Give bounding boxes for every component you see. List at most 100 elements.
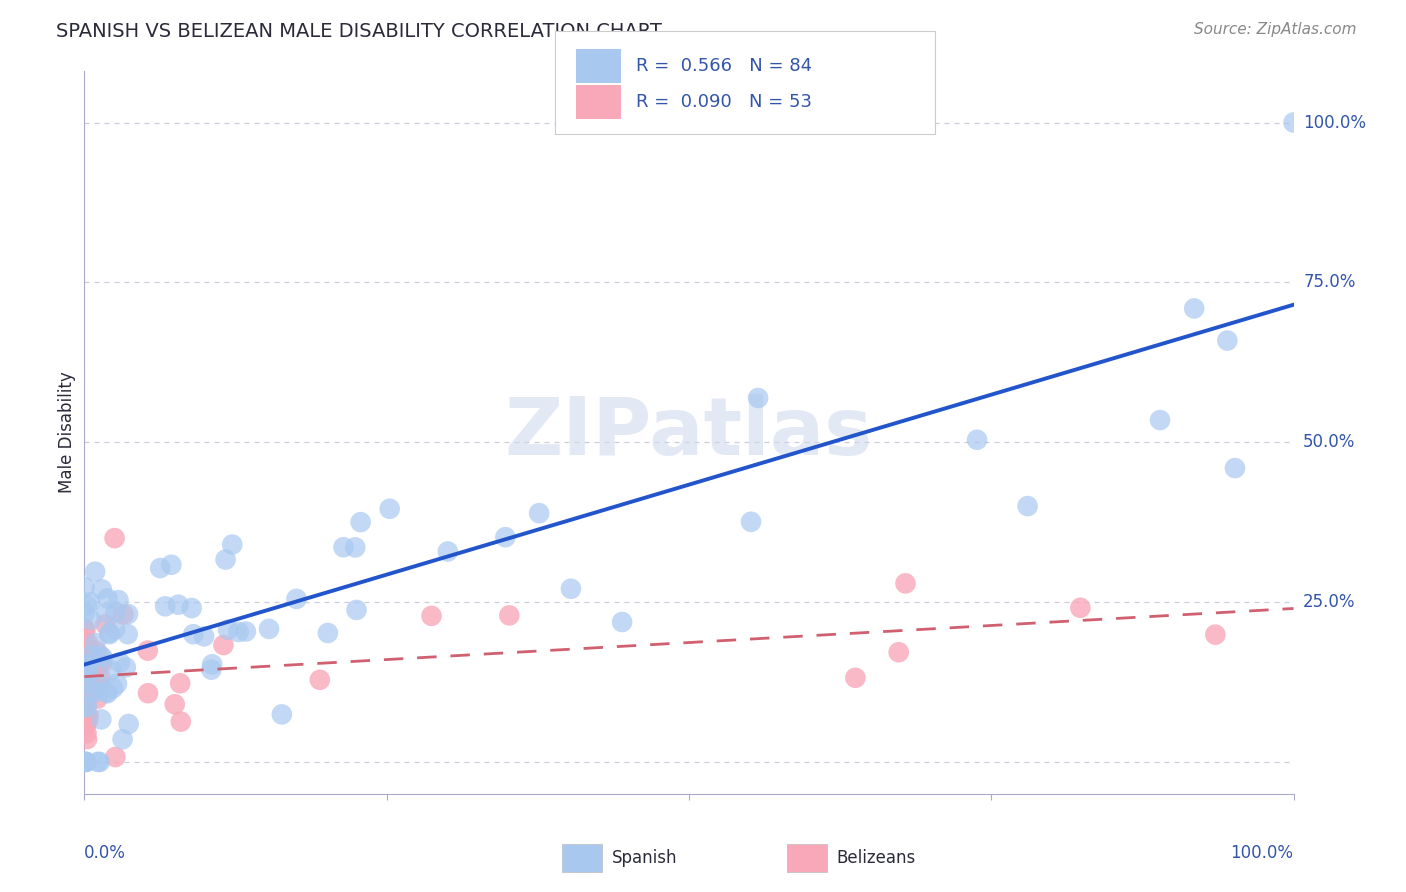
Point xyxy=(104,531,127,545)
Point xyxy=(76,599,98,613)
Point xyxy=(344,541,367,555)
Point xyxy=(1017,499,1039,513)
Point xyxy=(149,561,172,575)
Text: R =  0.090   N = 53: R = 0.090 N = 53 xyxy=(636,93,811,111)
Point xyxy=(118,717,141,731)
Point xyxy=(1282,115,1305,129)
Point xyxy=(112,607,135,622)
Text: 0.0%: 0.0% xyxy=(84,845,127,863)
Point xyxy=(108,656,131,670)
Point xyxy=(200,663,222,677)
Point xyxy=(73,607,96,621)
Point xyxy=(966,433,988,447)
Point xyxy=(73,640,96,654)
Point xyxy=(100,663,122,677)
Point xyxy=(75,672,97,686)
Point xyxy=(75,656,97,670)
Point xyxy=(103,681,125,695)
Point xyxy=(349,515,371,529)
Point xyxy=(378,501,401,516)
Point xyxy=(73,622,96,636)
Point xyxy=(654,115,676,129)
Text: ZIPatlas: ZIPatlas xyxy=(505,393,873,472)
Point xyxy=(181,627,204,641)
Point xyxy=(75,712,97,726)
Point xyxy=(844,671,866,685)
Point xyxy=(75,755,97,769)
Point xyxy=(75,691,97,706)
Point xyxy=(1149,413,1171,427)
Point xyxy=(76,674,98,689)
Point xyxy=(498,608,520,623)
Text: Source: ZipAtlas.com: Source: ZipAtlas.com xyxy=(1194,22,1357,37)
Point xyxy=(77,688,100,702)
Text: 75.0%: 75.0% xyxy=(1303,273,1355,292)
Point xyxy=(90,657,112,671)
Point xyxy=(87,755,110,769)
Point xyxy=(169,676,191,690)
Point xyxy=(97,686,120,700)
Point xyxy=(76,692,98,706)
Point xyxy=(217,623,239,637)
Point xyxy=(75,700,97,714)
Point xyxy=(91,650,114,665)
Text: Belizeans: Belizeans xyxy=(837,849,915,867)
Point xyxy=(90,582,112,597)
Point xyxy=(420,608,443,623)
Text: Spanish: Spanish xyxy=(612,849,678,867)
Point xyxy=(346,603,368,617)
Point xyxy=(1216,334,1239,348)
Point xyxy=(117,627,139,641)
Point xyxy=(86,675,108,690)
Point xyxy=(75,662,97,676)
Point xyxy=(610,615,633,629)
Point xyxy=(75,688,97,702)
Point xyxy=(1223,461,1246,475)
Point xyxy=(212,638,235,652)
Point xyxy=(77,642,100,657)
Point xyxy=(180,601,202,615)
Point xyxy=(75,755,97,769)
Point xyxy=(560,582,582,596)
Point xyxy=(494,530,516,544)
Point xyxy=(76,726,98,740)
Point xyxy=(332,540,354,554)
Y-axis label: Male Disability: Male Disability xyxy=(58,372,76,493)
Point xyxy=(214,552,236,566)
Point xyxy=(73,657,96,672)
Point xyxy=(1182,301,1205,316)
Point xyxy=(221,537,243,551)
Point xyxy=(96,685,118,699)
Point xyxy=(1204,627,1226,641)
Point xyxy=(270,707,292,722)
Point xyxy=(98,626,121,640)
Point xyxy=(89,755,111,769)
Point xyxy=(77,668,100,682)
Point xyxy=(167,598,190,612)
Point xyxy=(201,657,224,672)
Point xyxy=(894,576,917,591)
Point xyxy=(527,506,550,520)
Point xyxy=(89,648,111,663)
Point xyxy=(105,677,128,691)
Point xyxy=(316,626,339,640)
Point xyxy=(76,732,98,747)
Point xyxy=(117,607,139,621)
Point xyxy=(90,713,112,727)
Point xyxy=(740,515,762,529)
Point xyxy=(80,648,103,663)
Point xyxy=(104,605,127,619)
Point xyxy=(887,645,910,659)
Point xyxy=(96,591,118,606)
Point xyxy=(73,657,96,671)
Point xyxy=(235,624,257,639)
Point xyxy=(86,691,108,706)
Text: 100.0%: 100.0% xyxy=(1303,113,1367,131)
Point xyxy=(75,718,97,732)
Point xyxy=(75,755,97,769)
Text: 100.0%: 100.0% xyxy=(1230,845,1294,863)
Point xyxy=(228,625,250,640)
Point xyxy=(747,391,769,405)
Point xyxy=(79,657,101,672)
Point xyxy=(84,636,107,650)
